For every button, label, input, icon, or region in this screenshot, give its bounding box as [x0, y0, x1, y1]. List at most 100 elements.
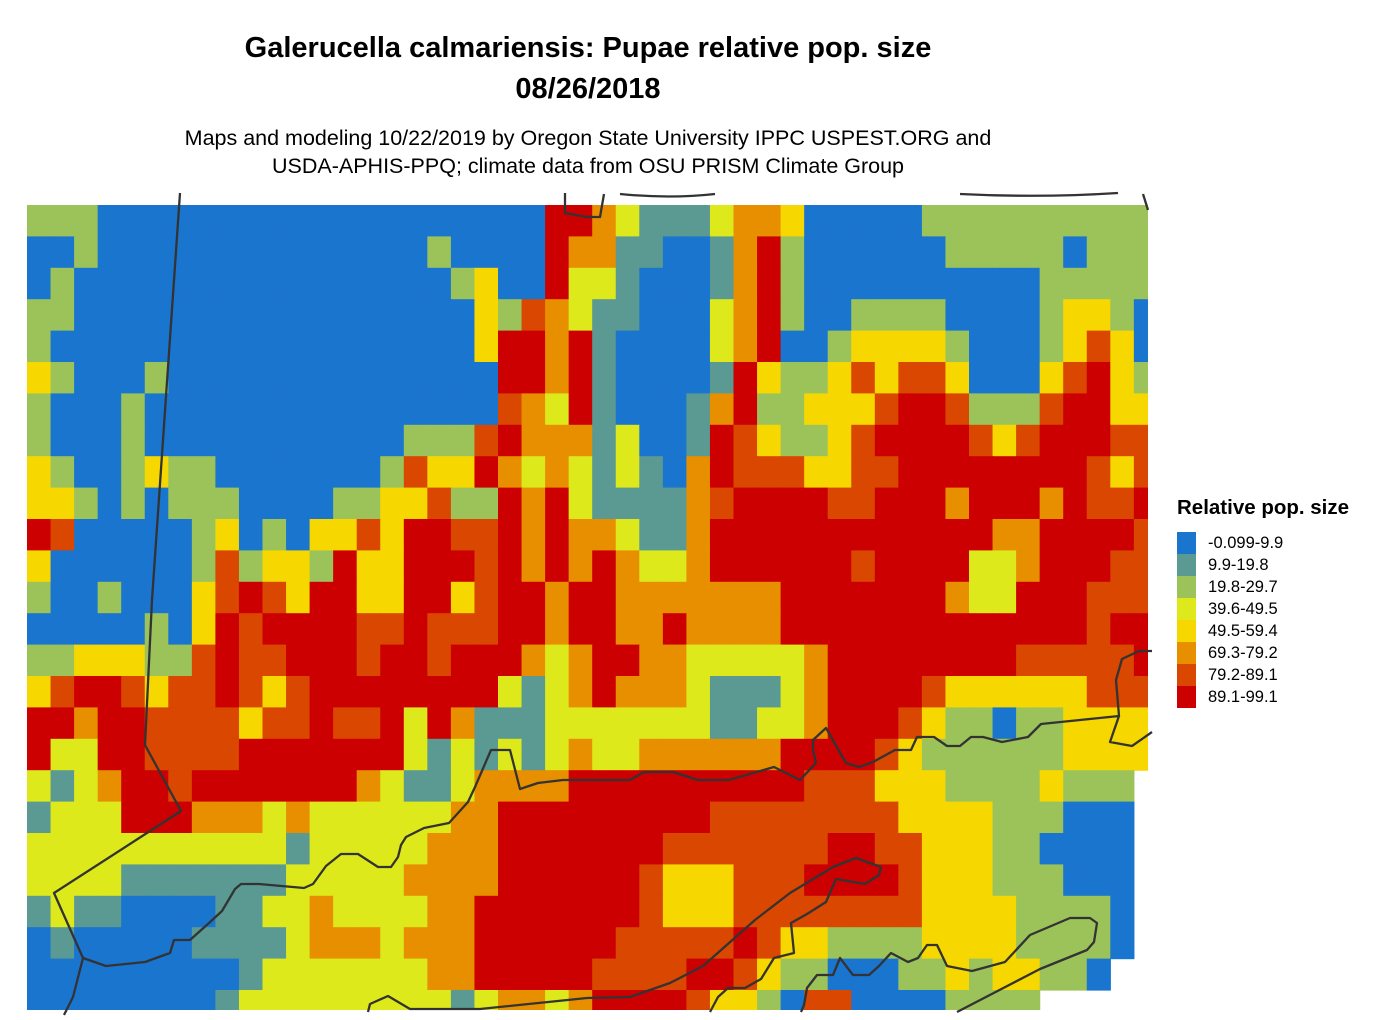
raster-cell — [403, 456, 428, 489]
raster-cell — [709, 487, 735, 520]
raster-cell — [804, 519, 829, 551]
raster-cell — [97, 299, 122, 332]
raster-cell — [121, 770, 146, 803]
raster-cell — [238, 927, 264, 960]
raster-cell — [427, 424, 452, 457]
raster-cell — [615, 958, 640, 991]
raster-cell — [474, 770, 499, 803]
raster-cell — [945, 424, 970, 457]
raster-cell — [238, 990, 264, 1010]
raster-cell — [1086, 644, 1111, 677]
raster-cell — [450, 707, 476, 740]
legend-item: 9.9-19.8 — [1177, 554, 1349, 576]
raster-cell — [333, 236, 358, 269]
raster-cell — [568, 738, 593, 771]
raster-cell — [568, 770, 593, 803]
raster-cell — [992, 330, 1017, 363]
raster-cell — [1039, 299, 1064, 332]
raster-cell — [450, 267, 476, 300]
raster-cell — [1016, 707, 1041, 740]
raster-cell — [74, 801, 99, 834]
raster-cell — [733, 236, 758, 269]
raster-cell — [1016, 330, 1041, 363]
raster-cell — [427, 990, 452, 1010]
raster-cell — [1016, 990, 1041, 1010]
raster-cell — [921, 644, 947, 677]
raster-cell — [356, 770, 381, 803]
raster-cell — [1110, 205, 1135, 237]
legend: Relative pop. size -0.099-9.9 9.9-19.8 19.… — [1177, 496, 1349, 708]
raster-cell — [427, 299, 452, 332]
lake-boundary — [799, 916, 1099, 1014]
raster-cell — [309, 707, 334, 740]
raster-cell — [1086, 581, 1111, 614]
raster-cell — [874, 424, 899, 457]
raster-cell — [97, 393, 122, 426]
raster-cell — [427, 205, 452, 237]
raster-cell — [639, 519, 664, 551]
raster-cell — [874, 801, 899, 834]
raster-cell — [403, 864, 428, 897]
legend-item: 79.2-89.1 — [1177, 664, 1349, 686]
raster-cell — [969, 770, 994, 803]
raster-cell — [427, 550, 452, 583]
top-boundary-left — [563, 193, 606, 219]
raster-cell — [450, 833, 476, 865]
raster-cell — [286, 424, 311, 457]
raster-cell — [286, 927, 311, 960]
raster-cell — [662, 990, 687, 1010]
raster-cell — [238, 424, 264, 457]
raster-cell — [733, 267, 758, 300]
raster-cell — [450, 927, 476, 960]
raster-cell — [733, 927, 758, 960]
raster-cell — [450, 581, 476, 614]
raster-cell — [50, 519, 75, 551]
raster-cell — [874, 487, 899, 520]
raster-cell — [639, 581, 664, 614]
raster-cell — [380, 958, 405, 991]
raster-cell — [945, 362, 970, 394]
raster-cell — [262, 267, 287, 300]
raster-cell — [1063, 707, 1088, 740]
raster-cell — [97, 550, 122, 583]
raster-cell — [733, 990, 758, 1010]
raster-cell — [874, 330, 899, 363]
raster-cell — [1039, 550, 1064, 583]
raster-cell — [1086, 676, 1111, 708]
raster-cell — [662, 550, 687, 583]
raster-cell — [498, 424, 523, 457]
raster-cell — [356, 581, 381, 614]
raster-cell — [521, 927, 546, 960]
raster-cell — [238, 801, 264, 834]
raster-cell — [521, 299, 546, 332]
raster-cell — [1110, 487, 1135, 520]
raster-cell — [97, 205, 122, 237]
raster-cell — [427, 927, 452, 960]
raster-cell — [709, 770, 735, 803]
raster-cell — [1016, 393, 1041, 426]
raster-cell — [804, 927, 829, 960]
raster-cell — [27, 236, 52, 269]
raster-cell — [144, 456, 169, 489]
raster-cell — [97, 330, 122, 363]
raster-cell — [403, 895, 428, 928]
raster-cell — [50, 958, 75, 991]
raster-cell — [27, 487, 52, 520]
raster-cell — [121, 519, 146, 551]
legend-swatch — [1177, 620, 1196, 642]
raster-cell — [639, 487, 664, 520]
raster-cell — [309, 362, 334, 394]
raster-cell — [27, 895, 52, 928]
raster-cell — [921, 550, 947, 583]
raster-cell — [403, 519, 428, 551]
raster-cell — [474, 267, 499, 300]
raster-cell — [1110, 236, 1135, 269]
raster-cell — [709, 205, 735, 237]
raster-cell — [898, 362, 923, 394]
raster-cell — [50, 550, 75, 583]
raster-cell — [121, 613, 146, 646]
raster-cell — [1063, 770, 1088, 803]
raster-cell — [74, 362, 99, 394]
raster-cell — [1086, 801, 1111, 834]
raster-cell — [780, 267, 805, 300]
